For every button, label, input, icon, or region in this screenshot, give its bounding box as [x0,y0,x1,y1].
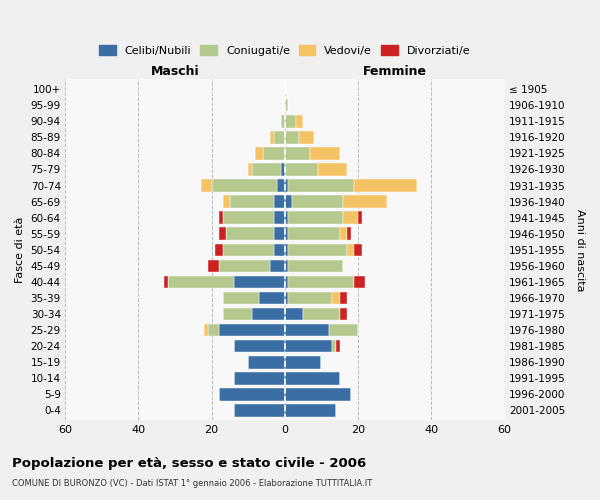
Bar [285,99,289,112]
Bar [164,276,167,288]
Bar [274,244,285,256]
Bar [274,228,285,240]
Bar [340,292,347,304]
Text: Maschi: Maschi [151,65,199,78]
Bar [233,276,285,288]
Bar [248,163,252,175]
Bar [256,147,263,160]
Bar [355,244,362,256]
Bar [289,244,347,256]
Bar [285,228,289,240]
Bar [208,260,219,272]
Bar [226,228,274,240]
Bar [347,228,351,240]
Bar [285,147,310,160]
Bar [285,324,329,336]
Bar [212,180,277,192]
Bar [318,163,347,175]
Bar [233,340,285,352]
Bar [343,196,388,208]
Bar [299,131,314,143]
Bar [289,212,343,224]
Bar [332,292,340,304]
Bar [285,180,289,192]
Bar [274,196,285,208]
Legend: Celibi/Nubili, Coniugati/e, Vedovi/e, Divorziati/e: Celibi/Nubili, Coniugati/e, Vedovi/e, Di… [95,41,475,60]
Y-axis label: Anni di nascita: Anni di nascita [575,208,585,291]
Bar [223,212,274,224]
Bar [336,340,340,352]
Bar [233,372,285,384]
Bar [285,308,303,320]
Bar [289,292,332,304]
Bar [219,212,223,224]
Bar [223,308,252,320]
Bar [281,163,285,175]
Bar [285,276,289,288]
Bar [285,404,336,417]
Bar [274,131,285,143]
Bar [292,196,343,208]
Bar [281,115,285,128]
Text: Popolazione per età, sesso e stato civile - 2006: Popolazione per età, sesso e stato civil… [12,458,366,470]
Bar [167,276,233,288]
Bar [347,244,355,256]
Bar [263,147,285,160]
Bar [277,180,285,192]
Bar [285,163,318,175]
Bar [219,324,285,336]
Bar [274,212,285,224]
Bar [219,260,270,272]
Bar [296,115,303,128]
Bar [219,388,285,400]
Bar [204,324,208,336]
Bar [285,115,296,128]
Bar [289,260,343,272]
Bar [252,308,285,320]
Text: COMUNE DI BURONZO (VC) - Dati ISTAT 1° gennaio 2006 - Elaborazione TUTTITALIA.IT: COMUNE DI BURONZO (VC) - Dati ISTAT 1° g… [12,479,372,488]
Bar [285,131,299,143]
Bar [223,196,230,208]
Bar [208,324,219,336]
Bar [303,308,340,320]
Bar [200,180,212,192]
Bar [285,196,292,208]
Bar [340,228,347,240]
Bar [219,228,226,240]
Bar [233,404,285,417]
Bar [230,196,274,208]
Bar [270,260,285,272]
Bar [355,180,417,192]
Bar [252,163,281,175]
Text: Femmine: Femmine [363,65,427,78]
Bar [285,292,289,304]
Bar [285,356,322,368]
Bar [285,260,289,272]
Bar [340,308,347,320]
Bar [310,147,340,160]
Bar [358,212,362,224]
Bar [285,244,289,256]
Bar [285,212,289,224]
Bar [270,131,274,143]
Bar [223,244,274,256]
Bar [285,340,332,352]
Bar [332,340,336,352]
Bar [285,388,351,400]
Bar [223,292,259,304]
Bar [329,324,358,336]
Bar [289,180,355,192]
Bar [215,244,223,256]
Bar [248,356,285,368]
Bar [285,372,340,384]
Bar [355,276,365,288]
Y-axis label: Fasce di età: Fasce di età [15,216,25,283]
Bar [289,228,340,240]
Bar [289,276,355,288]
Bar [259,292,285,304]
Bar [343,212,358,224]
